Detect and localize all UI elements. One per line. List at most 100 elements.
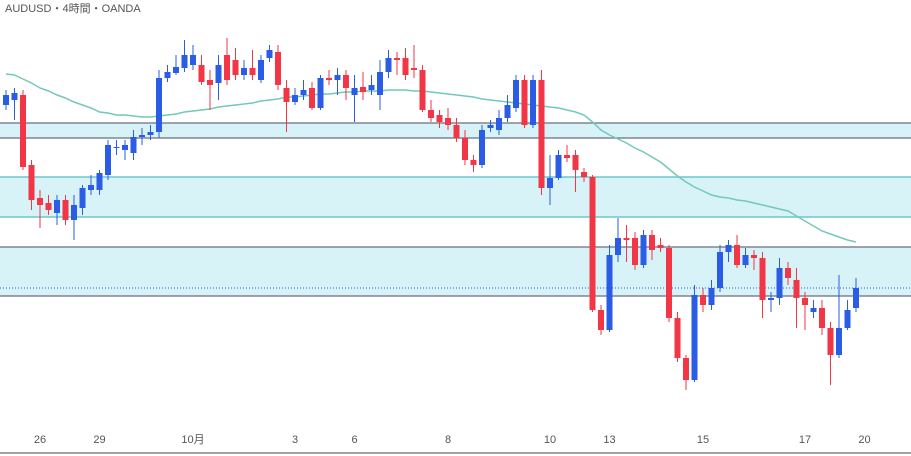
candle-body — [428, 110, 434, 118]
candle-body — [283, 88, 290, 102]
candle-body — [190, 55, 196, 65]
candle-body — [62, 200, 69, 220]
candle-body — [28, 165, 35, 200]
candle-body — [742, 255, 749, 265]
candle-body — [445, 118, 451, 125]
moving-average — [5, 73, 857, 243]
candle-body — [79, 188, 86, 208]
candle-body — [589, 177, 596, 310]
candle-body — [156, 78, 162, 132]
x-tick-label: 17 — [799, 434, 811, 446]
candle-body — [640, 235, 647, 265]
x-tick-label: 15 — [697, 434, 709, 446]
candle-body — [853, 288, 859, 308]
candle-body — [810, 308, 817, 312]
candle-body — [717, 252, 723, 288]
candle-body — [657, 245, 664, 248]
x-tick-label: 10 — [544, 434, 556, 446]
candle-body — [802, 298, 808, 305]
candle-body — [292, 95, 298, 102]
candle-body — [496, 118, 502, 130]
candle-body — [606, 255, 613, 330]
candle-body — [215, 65, 222, 83]
candle-body — [351, 88, 358, 95]
candle-body — [343, 75, 349, 88]
candle-body — [45, 203, 52, 210]
candle-body — [198, 65, 205, 82]
candle-body — [666, 248, 672, 318]
candle-body — [683, 358, 689, 380]
candle-body — [513, 80, 519, 108]
candle-body — [130, 137, 137, 153]
candle-body — [71, 205, 77, 220]
candle-body — [377, 72, 383, 95]
x-tick-label: 13 — [603, 434, 615, 446]
candle-body — [105, 145, 111, 175]
candle-body — [649, 235, 655, 250]
candle-body — [538, 80, 545, 188]
chart-title: AUDUSD・4時間・OANDA — [5, 2, 141, 15]
candle-body — [759, 258, 766, 300]
candle-body — [623, 238, 630, 240]
candle-body — [700, 295, 706, 305]
x-tick-label: 29 — [93, 434, 105, 446]
x-tick-label: 3 — [292, 434, 298, 446]
candle-body — [224, 55, 230, 80]
candle-body — [54, 200, 60, 213]
candle-body — [258, 60, 264, 80]
candle-body — [275, 52, 281, 85]
x-tick-label: 20 — [858, 434, 870, 446]
candle-body — [504, 105, 511, 118]
candle-body — [674, 318, 681, 358]
candle-body — [3, 95, 9, 105]
candle-body — [521, 80, 528, 125]
candle-body — [360, 87, 366, 92]
candle-body — [164, 72, 171, 78]
candle-body — [88, 185, 94, 190]
candle-body — [37, 198, 43, 205]
candle-body — [241, 68, 247, 75]
candle-body — [734, 245, 740, 265]
candle-body — [785, 268, 791, 278]
candle-body — [402, 58, 409, 75]
candle-body — [113, 147, 120, 148]
candle-body — [776, 268, 783, 298]
candle-body — [309, 88, 315, 108]
candle-body — [317, 78, 324, 108]
candle-body — [632, 238, 638, 265]
candle-body — [453, 125, 460, 138]
candle-body — [615, 238, 621, 255]
candle-body — [266, 50, 273, 58]
candle-body — [844, 310, 851, 328]
candle-body — [547, 178, 553, 188]
zone — [0, 177, 911, 217]
candle-body — [598, 310, 604, 330]
candle-body — [11, 93, 18, 100]
x-tick-label: 6 — [351, 434, 357, 446]
x-tick-label: 8 — [445, 434, 451, 446]
x-tick-label: 10月 — [181, 434, 204, 446]
candle-body — [827, 328, 834, 355]
candle-body — [555, 155, 562, 178]
candle-body — [96, 173, 103, 190]
x-tick-label: 26 — [34, 434, 46, 446]
candle-body — [793, 280, 800, 298]
candle-body — [530, 80, 536, 125]
candle-body — [368, 85, 375, 90]
candle-body — [207, 80, 213, 85]
candle-body — [326, 78, 332, 80]
candle-body — [470, 160, 477, 165]
candle-body — [462, 138, 468, 160]
candle-body — [181, 55, 188, 68]
candle-body — [836, 328, 842, 355]
candle-body — [708, 288, 715, 305]
candle-body — [725, 245, 732, 252]
candle-body — [147, 132, 154, 135]
candle-body — [139, 135, 145, 137]
candle-body — [819, 308, 825, 328]
candle-body — [232, 60, 239, 75]
candle-body — [436, 115, 443, 122]
candle-body — [564, 155, 570, 158]
